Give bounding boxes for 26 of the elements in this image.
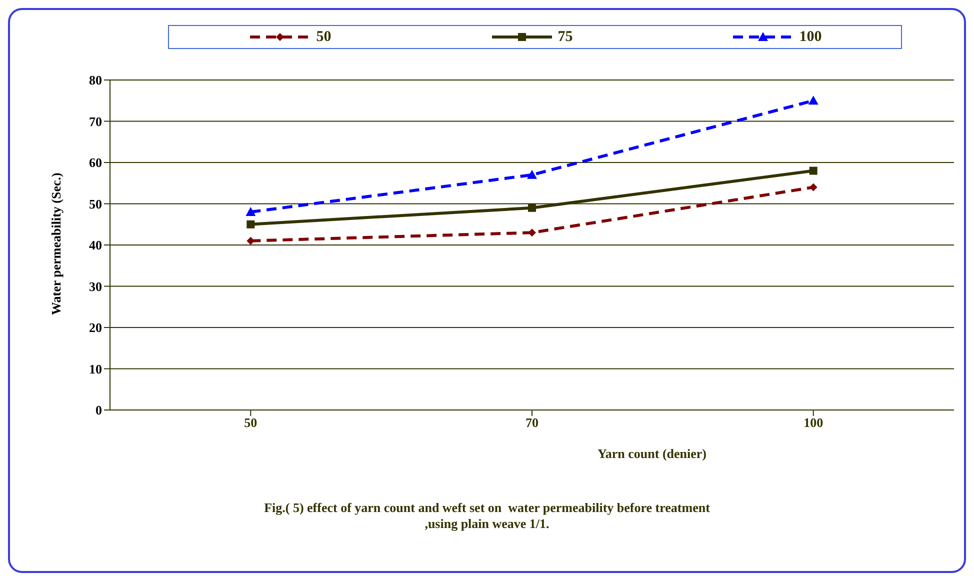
x-tick-label: 100 xyxy=(804,415,824,430)
legend-label: 75 xyxy=(558,28,573,46)
point xyxy=(528,204,536,212)
point xyxy=(246,220,255,228)
y-tick-label: 50 xyxy=(89,196,102,212)
y-tick-label: 60 xyxy=(89,155,102,170)
legend-label: 50 xyxy=(316,28,332,46)
x-axis-title: Yarn count (denier) xyxy=(597,446,707,461)
y-tick-label: 0 xyxy=(96,402,102,418)
point xyxy=(246,207,256,216)
point xyxy=(527,170,537,179)
y-tick-label: 40 xyxy=(89,238,102,253)
y-tick-label: 30 xyxy=(89,278,102,294)
point xyxy=(809,166,818,175)
point xyxy=(808,96,818,105)
y-tick-label: 20 xyxy=(89,320,102,336)
y-tick-label: 10 xyxy=(89,361,102,376)
text: Fig.( 5) effect of yarn count and weft set on water permeability before treatment ,using plain weave 1/1. xyxy=(263,500,711,532)
x-tick-label: 50 xyxy=(244,415,258,430)
x-tick-label: 70 xyxy=(526,415,538,430)
y-tick-label: 80 xyxy=(89,72,102,88)
y-axis-title: Water permeability (Sec.) xyxy=(48,172,64,315)
y-tick-label: 70 xyxy=(89,114,102,129)
point xyxy=(528,228,536,237)
legend-label: 100 xyxy=(799,28,822,46)
point xyxy=(809,183,818,192)
